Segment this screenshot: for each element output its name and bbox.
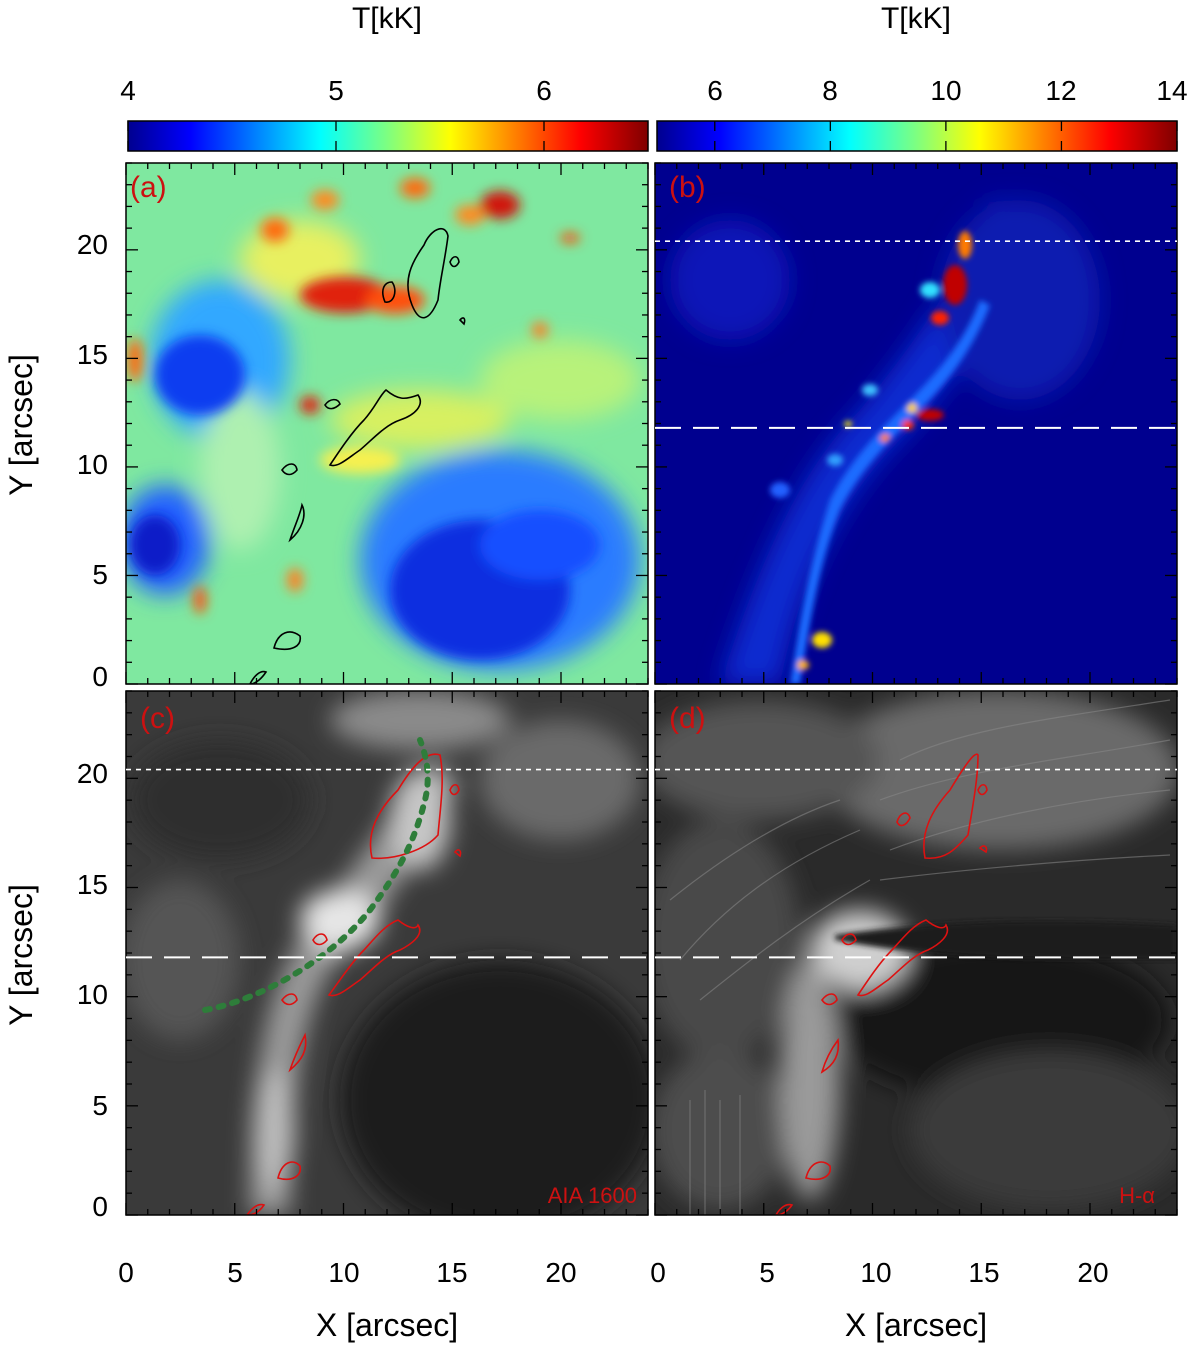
panel-a-image: [126, 163, 648, 684]
x-tick-label: 5: [227, 1257, 243, 1288]
colorbar-right-tick-label: 10: [930, 75, 961, 106]
colorbar-left-title: T[kK]: [352, 2, 422, 35]
x-tick-label: 0: [650, 1257, 666, 1288]
panel-d-image: [655, 691, 1177, 1215]
panel-d-annotation: H-α: [1119, 1183, 1155, 1208]
panel-b-label: (b): [669, 171, 706, 204]
panel-a-label: (a): [130, 171, 167, 204]
y-tick-label: 10: [77, 449, 108, 480]
dotted-trajectory-curve: [202, 737, 431, 1013]
y-axis-title: Y [arcsec]: [3, 884, 39, 1026]
y-axis-title: Y [arcsec]: [3, 354, 39, 496]
colorbar-right-title: T[kK]: [881, 2, 951, 35]
reference-lines: [126, 240, 1177, 959]
colorbar-ticks: [127, 121, 1178, 151]
colorbar-right-tick-label: 12: [1045, 75, 1076, 106]
panel-b-image: [655, 163, 1177, 684]
panel-d-label: (d): [669, 702, 706, 735]
y-tick-label: 5: [92, 559, 108, 590]
x-tick-label: 10: [328, 1257, 359, 1288]
y-tick-label: 0: [92, 661, 108, 692]
colorbar-left-tick-label: 5: [328, 75, 344, 106]
x-tick-label: 10: [860, 1257, 891, 1288]
x-tick-label: 15: [968, 1257, 999, 1288]
y-tick-label: 20: [77, 758, 108, 789]
x-tick-label: 20: [545, 1257, 576, 1288]
colorbar-right-tick-label: 6: [707, 75, 723, 106]
y-tick-label: 10: [77, 979, 108, 1010]
x-tick-label: 20: [1077, 1257, 1108, 1288]
y-tick-label: 20: [77, 229, 108, 260]
y-tick-label: 0: [92, 1191, 108, 1222]
x-tick-label: 15: [436, 1257, 467, 1288]
panel-c-image: [126, 691, 648, 1215]
x-tick-label: 0: [118, 1257, 134, 1288]
axis-ticks: [125, 162, 1178, 1216]
colorbar-left: [127, 120, 649, 152]
x-axis-title: X [arcsec]: [316, 1307, 458, 1343]
colorbar-left-tick-label: 4: [120, 75, 136, 106]
colorbar-left-tick-label: 6: [536, 75, 552, 106]
x-axis-title: X [arcsec]: [845, 1307, 987, 1343]
y-tick-label: 15: [77, 339, 108, 370]
colorbar-right-tick-label: 8: [822, 75, 838, 106]
y-tick-label: 15: [77, 869, 108, 900]
panel-c-label: (c): [140, 702, 175, 735]
colorbar-right: [656, 120, 1178, 152]
panel-c-annotation: AIA 1600: [548, 1183, 637, 1208]
colorbar-right-tick-label: 14: [1156, 75, 1187, 106]
y-tick-label: 5: [92, 1090, 108, 1121]
x-tick-label: 5: [759, 1257, 775, 1288]
